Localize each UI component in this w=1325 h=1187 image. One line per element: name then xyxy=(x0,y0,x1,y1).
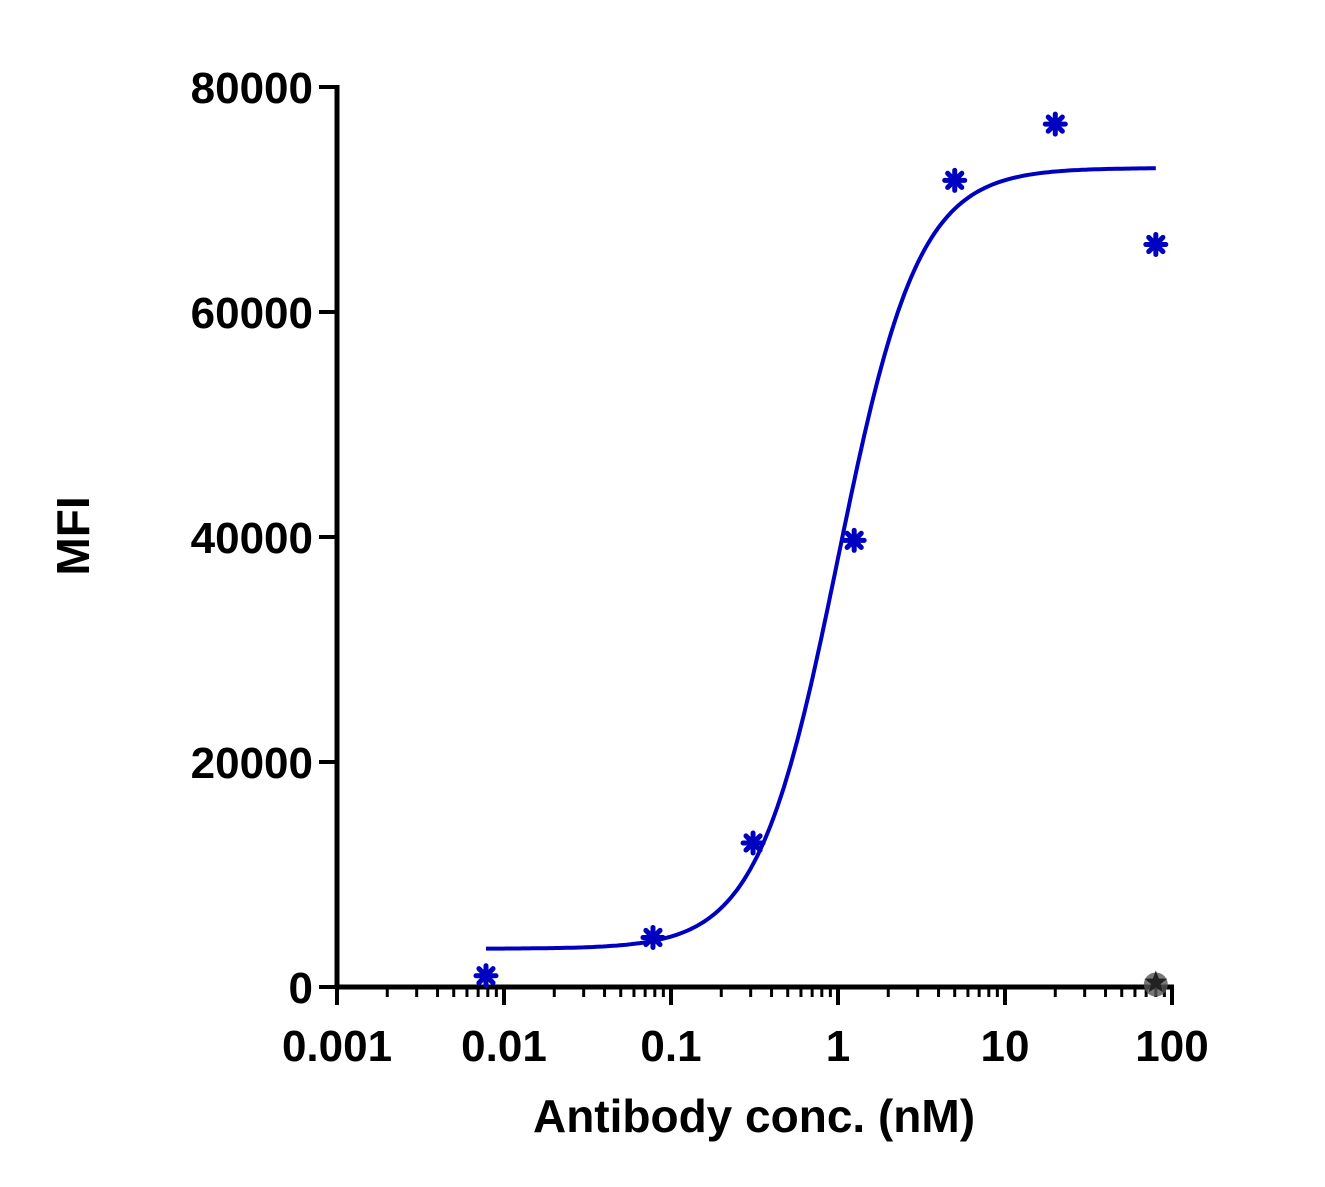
x-axis-ticks: 0.001 0.01 0.1 1 10 100 xyxy=(282,987,1209,1071)
y-axis-ticks: 0 20000 40000 60000 80000 xyxy=(191,64,337,1013)
data-point xyxy=(640,925,666,950)
y-tick-label: 40000 xyxy=(191,514,313,563)
y-tick-label: 80000 xyxy=(191,64,313,113)
data-point xyxy=(942,167,968,193)
data-point xyxy=(1042,111,1068,137)
data-point xyxy=(1143,232,1169,257)
y-tick-label: 0 xyxy=(289,964,313,1013)
data-point-star xyxy=(1143,970,1168,997)
data-point xyxy=(740,830,766,856)
x-tick-label: 0.01 xyxy=(461,1022,547,1071)
x-axis-title: Antibody conc. (nM) xyxy=(533,1090,975,1142)
fit-curve xyxy=(486,166,1156,951)
y-tick-label: 60000 xyxy=(191,289,313,338)
y-tick-label: 20000 xyxy=(191,739,313,788)
data-points xyxy=(473,111,1169,997)
x-tick-label: 0.001 xyxy=(282,1022,392,1071)
x-tick-label: 100 xyxy=(1135,1022,1208,1071)
x-tick-label: 0.1 xyxy=(640,1022,701,1071)
x-tick-label: 1 xyxy=(826,1022,850,1071)
y-axis-title: MFI xyxy=(47,496,99,575)
data-point xyxy=(473,963,499,989)
data-point xyxy=(841,527,867,553)
x-tick-label: 10 xyxy=(981,1022,1030,1071)
